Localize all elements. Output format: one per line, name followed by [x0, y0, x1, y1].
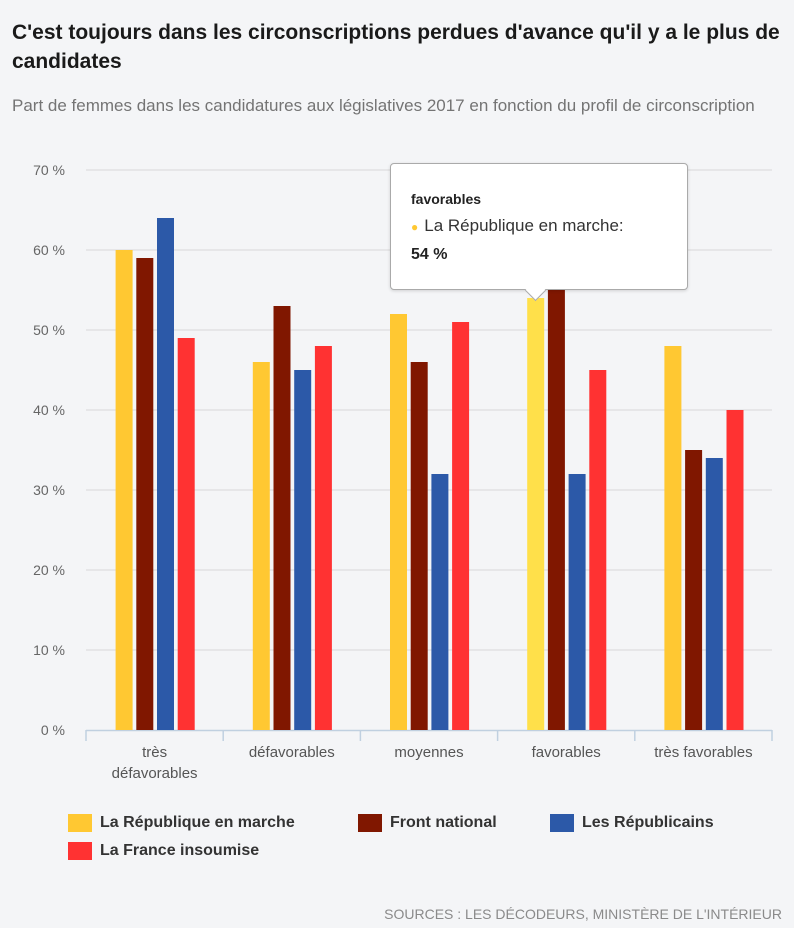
series-dot-icon: ●: [411, 220, 419, 234]
legend-swatch: [68, 814, 92, 832]
bar-front-national-0[interactable]: [136, 258, 154, 730]
tooltip: favorables ● La République en marche: 54 …: [390, 163, 688, 302]
bar-la-r-publique-en-marche-2[interactable]: [390, 314, 407, 730]
bar-la-france-insoumise-1[interactable]: [314, 346, 332, 730]
source-note: SOURCES : LES DÉCODEURS, MINISTÈRE DE L'…: [384, 906, 782, 922]
bar-front-national-4[interactable]: [685, 450, 703, 730]
legend-label: Les Républicains: [582, 814, 714, 831]
legend-swatch: [68, 842, 92, 860]
x-tick-label: très favorables: [654, 744, 752, 761]
bar-la-r-publique-en-marche-3[interactable]: [527, 298, 545, 730]
legend-label: La France insoumise: [100, 842, 260, 859]
tooltip-series: ● La République en marche:: [411, 216, 624, 236]
y-tick-label: 30 %: [33, 482, 65, 498]
x-tick-label: moyennes: [394, 744, 463, 761]
legend-swatch: [550, 814, 574, 832]
tooltip-value: 54 %: [411, 246, 448, 263]
legend-label: Front national: [390, 814, 497, 831]
x-tick-label: défavorables: [249, 744, 335, 761]
bar-la-r-publique-en-marche-0[interactable]: [115, 250, 133, 730]
x-tick-label: très défavorables: [112, 744, 198, 782]
y-tick-label: 50 %: [33, 322, 65, 338]
legend-item-lrem[interactable]: La République en marche: [68, 814, 295, 832]
tooltip-series-label: La République en marche:: [424, 216, 624, 235]
bar-la-r-publique-en-marche-1[interactable]: [252, 362, 270, 730]
legend-label: La République en marche: [100, 814, 295, 831]
bar-la-france-insoumise-2[interactable]: [452, 322, 470, 730]
bar-front-national-3[interactable]: [547, 290, 565, 730]
y-tick-label: 20 %: [33, 562, 65, 578]
y-tick-label: 10 %: [33, 642, 65, 658]
y-tick-label: 60 %: [33, 242, 65, 258]
legend-swatch: [358, 814, 382, 832]
legend-item-lfi[interactable]: La France insoumise: [68, 842, 259, 860]
bar-les-r-publicains-2[interactable]: [431, 474, 449, 730]
bar-front-national-2[interactable]: [410, 362, 428, 730]
bar-les-r-publicains-4[interactable]: [705, 458, 723, 730]
y-tick-label: 70 %: [33, 162, 65, 178]
bar-la-r-publique-en-marche-4[interactable]: [664, 346, 682, 730]
bar-la-france-insoumise-4[interactable]: [726, 410, 744, 730]
bar-la-france-insoumise-3[interactable]: [589, 370, 607, 730]
bar-les-r-publicains-0[interactable]: [157, 218, 174, 730]
bar-les-r-publicains-3[interactable]: [568, 474, 586, 730]
bar-les-r-publicains-1[interactable]: [294, 370, 312, 730]
x-tick-label: favorables: [532, 744, 601, 761]
chart-subtitle: Part de femmes dans les candidatures aux…: [12, 96, 755, 115]
y-tick-label: 0 %: [41, 722, 65, 738]
tooltip-category: favorables: [411, 191, 482, 207]
legend-item-lr[interactable]: Les Républicains: [550, 814, 714, 832]
bar-la-france-insoumise-0[interactable]: [177, 338, 195, 730]
bar-front-national-1[interactable]: [273, 306, 291, 730]
y-tick-label: 40 %: [33, 402, 65, 418]
chart-title: C'est toujours dans les circonscriptions…: [12, 21, 780, 73]
legend-item-fn[interactable]: Front national: [358, 814, 497, 832]
